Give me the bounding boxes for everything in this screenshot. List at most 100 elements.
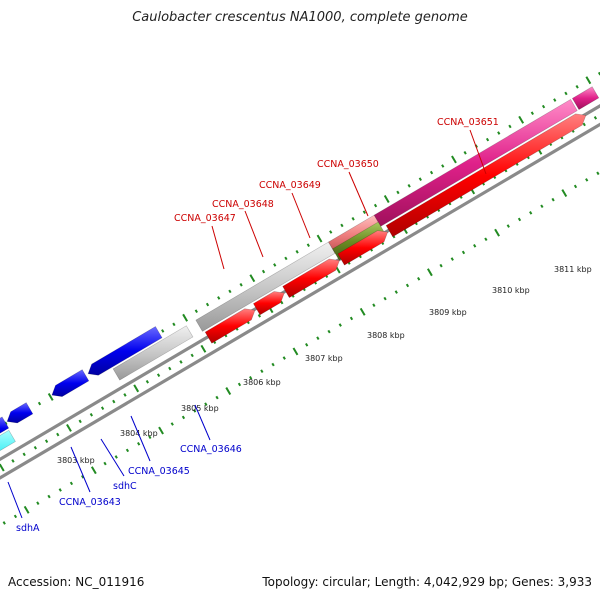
cog-bar-cyan: [0, 429, 16, 451]
tick-track-outer-tick: [541, 104, 546, 109]
tick-track-middle-tick: [133, 384, 140, 393]
gene-label-leader: [7, 481, 23, 519]
reverse-gene-label: CCNA_03645: [128, 466, 190, 477]
tick-track-outer-tick: [351, 216, 355, 221]
tick-track-outer-tick: [373, 203, 378, 208]
tick-track-outer-tick: [172, 322, 176, 327]
tick-track-inner-tick: [47, 494, 51, 499]
kbp-tick-label: 3809 kbp: [429, 308, 467, 317]
forward-cds-arrow: [337, 230, 389, 266]
tick-track-inner-tick: [215, 395, 219, 400]
tick-track-outer-tick: [585, 76, 592, 85]
tick-track-outer-tick: [396, 190, 400, 195]
tick-track-middle-tick: [168, 366, 172, 371]
tick-track-outer-tick: [205, 302, 210, 307]
reverse-gene-label: sdhC: [113, 481, 137, 492]
reverse-gene-label: CCNA_03643: [59, 497, 121, 508]
gene-label-leader: [291, 192, 311, 239]
tick-track-inner-tick: [282, 356, 286, 360]
tick-track-outer-tick: [284, 256, 288, 261]
cog-bar-grey: [112, 325, 194, 381]
tick-track-middle-tick: [593, 116, 598, 120]
tick-track-inner-tick: [494, 228, 500, 237]
tick-track-inner-tick: [372, 303, 376, 308]
tick-track-middle-tick: [190, 353, 194, 358]
reverse-gene-label: sdhA: [16, 523, 40, 534]
tick-track-inner-tick: [359, 307, 366, 316]
kbp-tick-label: 3806 kbp: [243, 378, 281, 387]
tick-track-inner-tick: [405, 283, 410, 288]
tick-track-outer-tick: [261, 269, 266, 274]
tick-track-inner-tick: [204, 402, 208, 406]
gene-label-leader: [130, 415, 151, 462]
tick-track-outer-tick: [564, 91, 568, 96]
tick-track-outer-tick: [194, 309, 198, 313]
gene-label-leader: [100, 438, 125, 477]
genome-summary-text: Topology: circular; Length: 4,042,929 bp…: [262, 575, 592, 589]
tick-track-outer-tick: [239, 282, 243, 287]
gene-label-leader: [70, 446, 91, 493]
tick-track-inner-tick: [561, 189, 568, 198]
tick-track-inner-tick: [506, 224, 510, 228]
tick-track-outer-tick: [518, 115, 525, 124]
tick-track-outer-tick: [306, 243, 310, 247]
tick-track-outer-tick: [497, 131, 501, 135]
tick-track-outer-tick: [273, 263, 277, 267]
gene-label-leader: [348, 171, 369, 217]
tick-track-inner-tick: [158, 426, 164, 435]
tick-track-outer-tick: [182, 313, 189, 322]
accession-text: Accession: NC_011916: [8, 575, 145, 589]
tick-track-outer-tick: [530, 111, 534, 116]
tick-track-outer-tick: [249, 274, 256, 283]
cog-bar-magenta-end: [571, 86, 600, 110]
tick-track-inner-tick: [271, 362, 275, 367]
kbp-tick-label: 3811 kbp: [554, 265, 592, 274]
map-title: Caulobacter crescentus NA1000, complete …: [132, 10, 468, 25]
cog-bar-grey: [195, 241, 336, 332]
tick-track-inner-tick: [585, 178, 589, 182]
forward-cds-arrow: [252, 291, 285, 316]
gene-label-leader: [244, 210, 264, 258]
tick-track-outer-tick: [485, 137, 490, 142]
kbp-tick-label: 3810 kbp: [492, 286, 530, 295]
tick-track-inner-tick: [473, 244, 477, 248]
tick-track-outer-tick: [418, 177, 422, 182]
forward-gene-label: CCNA_03651: [437, 117, 499, 128]
kbp-tick-label: 3805 kbp: [181, 404, 219, 413]
tick-track-inner-tick: [69, 481, 74, 486]
tick-track-outer-tick: [553, 98, 557, 102]
tick-track-inner-tick: [13, 514, 18, 519]
tick-track-inner-tick: [36, 501, 40, 505]
tick-track-inner-tick: [551, 197, 555, 202]
tick-track-outer-tick: [47, 392, 54, 401]
tick-track-outer-tick: [295, 249, 299, 254]
tick-track-middle-tick: [0, 463, 5, 472]
forward-cds-arrow: [282, 258, 340, 299]
tick-track-middle-tick: [200, 344, 207, 353]
tick-track-inner-tick: [114, 455, 118, 459]
kbp-tick-label: 3807 kbp: [305, 354, 343, 363]
reverse-gene-label: CCNA_03646: [180, 444, 242, 455]
tick-track-inner-tick: [540, 204, 544, 209]
tick-track-inner-tick: [461, 250, 466, 255]
tick-track-inner-tick: [292, 347, 299, 356]
tick-track-middle-tick: [123, 393, 127, 397]
kbp-tick-label: 3808 kbp: [367, 331, 405, 340]
tick-track-outer-tick: [362, 210, 366, 214]
tick-track-outer-tick: [383, 195, 390, 203]
tick-track-middle-tick: [179, 360, 183, 364]
tick-track-inner-tick: [517, 217, 522, 222]
tick-track-inner-tick: [90, 466, 97, 475]
tick-track-inner-tick: [349, 316, 354, 321]
tick-track-inner-tick: [596, 171, 600, 176]
tick-track-middle-tick: [112, 399, 116, 404]
tick-track-inner-tick: [137, 441, 141, 446]
gene-label-leader: [469, 129, 487, 175]
tick-track-middle-tick: [44, 439, 49, 443]
tick-track-inner-tick: [237, 382, 242, 387]
reverse-cds-arrow: [6, 402, 34, 424]
tick-track-inner-tick: [2, 521, 6, 525]
tick-track-outer-tick: [451, 155, 457, 164]
forward-gene-label: CCNA_03648: [212, 199, 274, 210]
